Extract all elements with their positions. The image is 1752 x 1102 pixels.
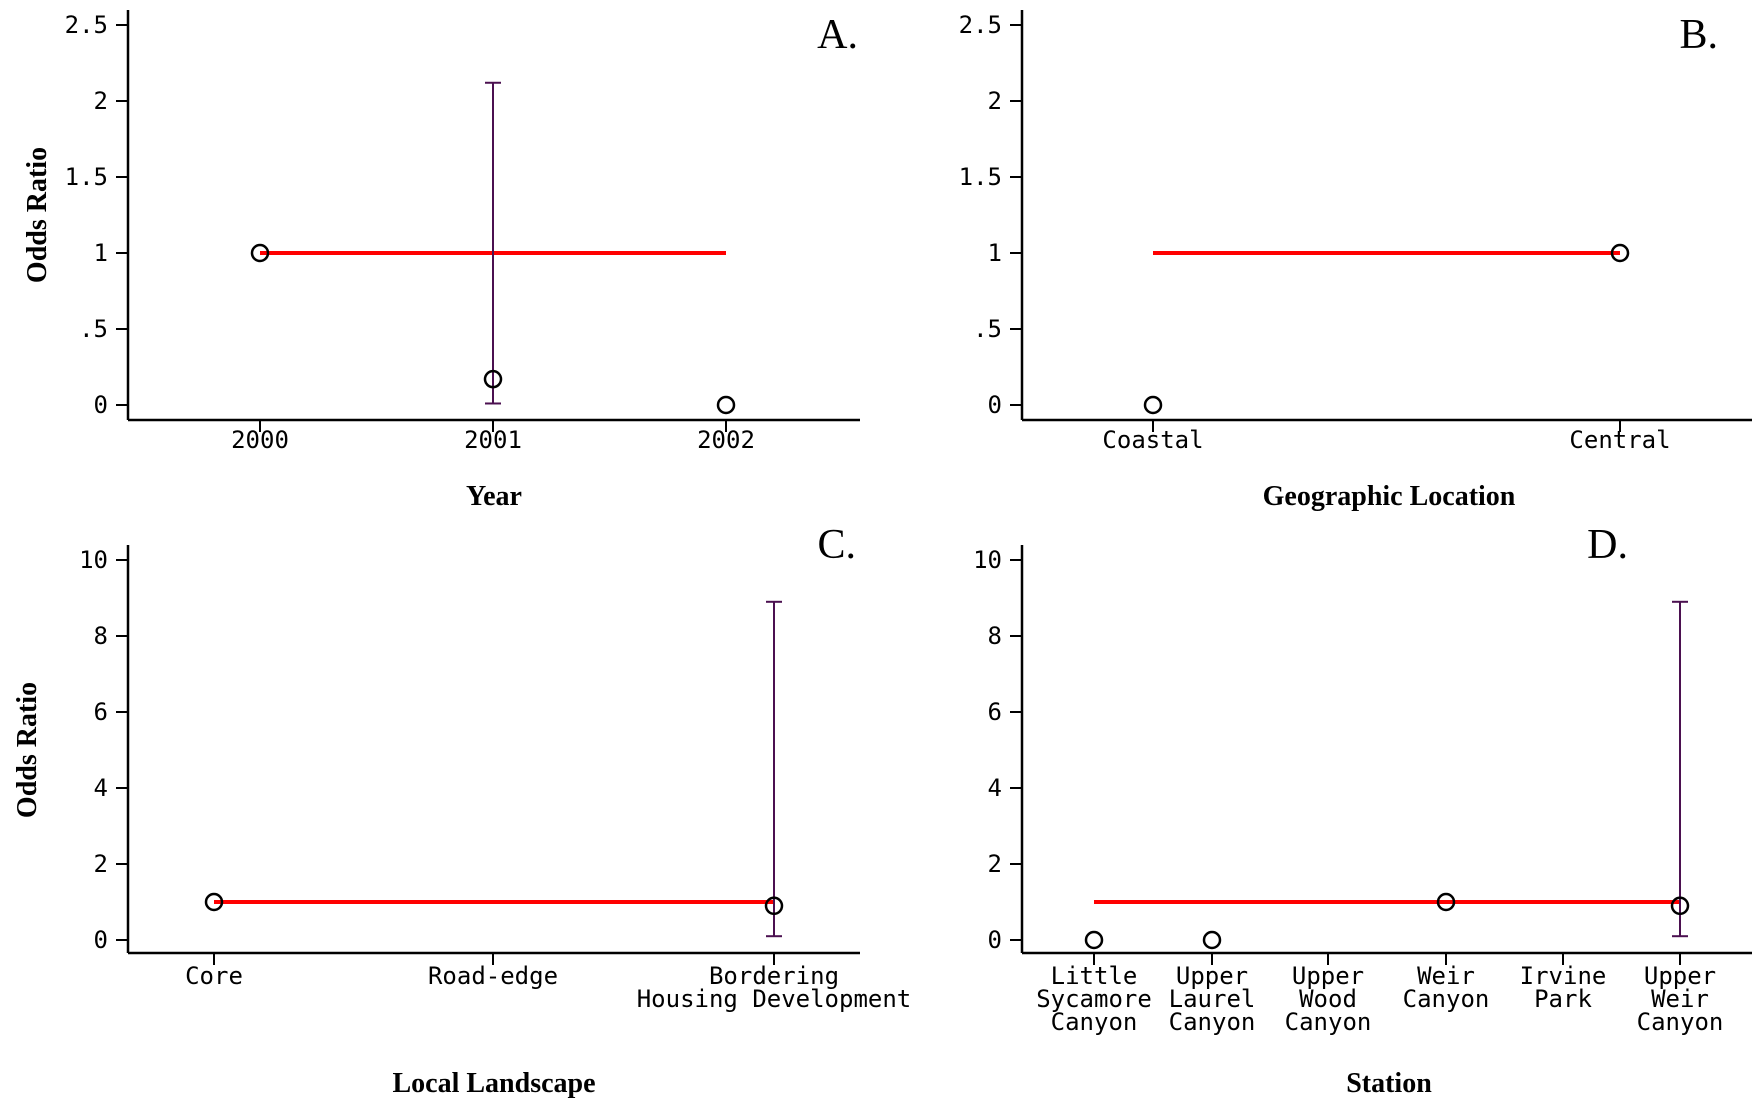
- panel-d-x-tick-label: Irvine: [1520, 962, 1607, 990]
- panel-d-data-point: [1670, 896, 1690, 916]
- panel-b-letter: B.: [1679, 12, 1718, 58]
- panel-d-y-tick-label: 2: [988, 850, 1002, 878]
- panel-d-x-tick-label: Canyon: [1051, 1008, 1138, 1036]
- panel-d-y-tick-label: 10: [973, 546, 1002, 574]
- panel-c-x-tick-label: Core: [185, 962, 243, 990]
- panel-d-x-tick-label: Sycamore: [1036, 985, 1152, 1013]
- panel-a-data-point: [716, 395, 736, 415]
- panel-a-y-tick-label: 2: [94, 87, 108, 115]
- panel-b-y-tick-label: 2: [988, 87, 1002, 115]
- panel-a-x-tick-label: 2000: [231, 426, 289, 454]
- panel-a-y-tick-label: 1.5: [65, 163, 108, 191]
- panel-c-data-point: [204, 892, 224, 912]
- panel-d-x-tick-label: Canyon: [1403, 985, 1490, 1013]
- panel-d-x-axis-title: Station: [1346, 1068, 1432, 1099]
- panel-a-data-point: [250, 243, 270, 263]
- panel-b-y-tick-label: 0: [988, 391, 1002, 419]
- panel-c-y-tick-label: 0: [94, 926, 108, 954]
- panel-d-x-tick-label: Canyon: [1637, 1008, 1724, 1036]
- panel-c-x-tick-label: Bordering: [709, 962, 839, 990]
- panel-c-x-tick-label: Road-edge: [428, 962, 558, 990]
- panel-d-y-tick-label: 4: [988, 774, 1002, 802]
- panel-a-y-tick-label: .5: [79, 315, 108, 343]
- panel-a-x-tick-label: 2002: [697, 426, 755, 454]
- panel-c-y-tick-label: 4: [94, 774, 108, 802]
- panel-c-y-tick-label: 2: [94, 850, 108, 878]
- panel-d-x-tick-label: Upper: [1644, 962, 1716, 990]
- panel-c-y-tick-label: 6: [94, 698, 108, 726]
- panel-d-y-tick-label: 6: [988, 698, 1002, 726]
- panel-c-y-tick-label: 8: [94, 622, 108, 650]
- panel-b-y-tick-label: 1.5: [959, 163, 1002, 191]
- panel-a-x-tick-label: 2001: [464, 426, 522, 454]
- panel-b-y-tick-label: .5: [973, 315, 1002, 343]
- panel-c-letter: C.: [817, 522, 856, 568]
- panel-a-x-axis-title: Year: [466, 481, 522, 512]
- panel-a-y-tick-label: 2.5: [65, 11, 108, 39]
- panel-d-data-point: [1084, 930, 1104, 950]
- panel-d-x-tick-label: Wood: [1299, 985, 1357, 1013]
- panel-b-data-point: [1610, 243, 1630, 263]
- panel-d-x-tick-label: Canyon: [1169, 1008, 1256, 1036]
- panel-d-x-tick-label: Little: [1051, 962, 1138, 990]
- panel-d-x-tick-label: Upper: [1176, 962, 1248, 990]
- panel-c-data-point: [764, 896, 784, 916]
- panel-b-y-tick-label: 2.5: [959, 11, 1002, 39]
- panel-a-y-axis-title: Odds Ratio: [22, 147, 53, 283]
- panel-d-letter: D.: [1587, 522, 1628, 568]
- panel-a-y-tick-label: 1: [94, 239, 108, 267]
- panel-c-x-tick-label: Housing Development: [637, 985, 912, 1013]
- panel-d-x-tick-label: Weir: [1417, 962, 1475, 990]
- panel-d-x-tick-label: Weir: [1651, 985, 1709, 1013]
- panel-d-y-tick-label: 8: [988, 622, 1002, 650]
- panel-a-letter: A.: [817, 12, 858, 58]
- panel-a-y-tick-label: 0: [94, 391, 108, 419]
- panel-d-x-tick-label: Laurel: [1169, 985, 1256, 1013]
- panel-d-x-tick-label: Upper: [1292, 962, 1364, 990]
- panel-d-data-point: [1202, 930, 1222, 950]
- panel-b-x-tick-label: Coastal: [1102, 426, 1203, 454]
- panel-b-x-tick-label: Central: [1569, 426, 1670, 454]
- panel-d-x-tick-label: Canyon: [1285, 1008, 1372, 1036]
- panel-d-y-tick-label: 0: [988, 926, 1002, 954]
- panel-a-data-point: [483, 369, 503, 389]
- panel-c-y-axis-title: Odds Ratio: [12, 682, 43, 818]
- panel-d-x-tick-label: Park: [1534, 985, 1592, 1013]
- panel-d-data-point: [1436, 892, 1456, 912]
- panel-c-y-tick-label: 10: [79, 546, 108, 574]
- panel-b-data-point: [1143, 395, 1163, 415]
- panel-c-x-axis-title: Local Landscape: [392, 1068, 595, 1099]
- panel-b-x-axis-title: Geographic Location: [1263, 481, 1516, 512]
- panel-b-y-tick-label: 1: [988, 239, 1002, 267]
